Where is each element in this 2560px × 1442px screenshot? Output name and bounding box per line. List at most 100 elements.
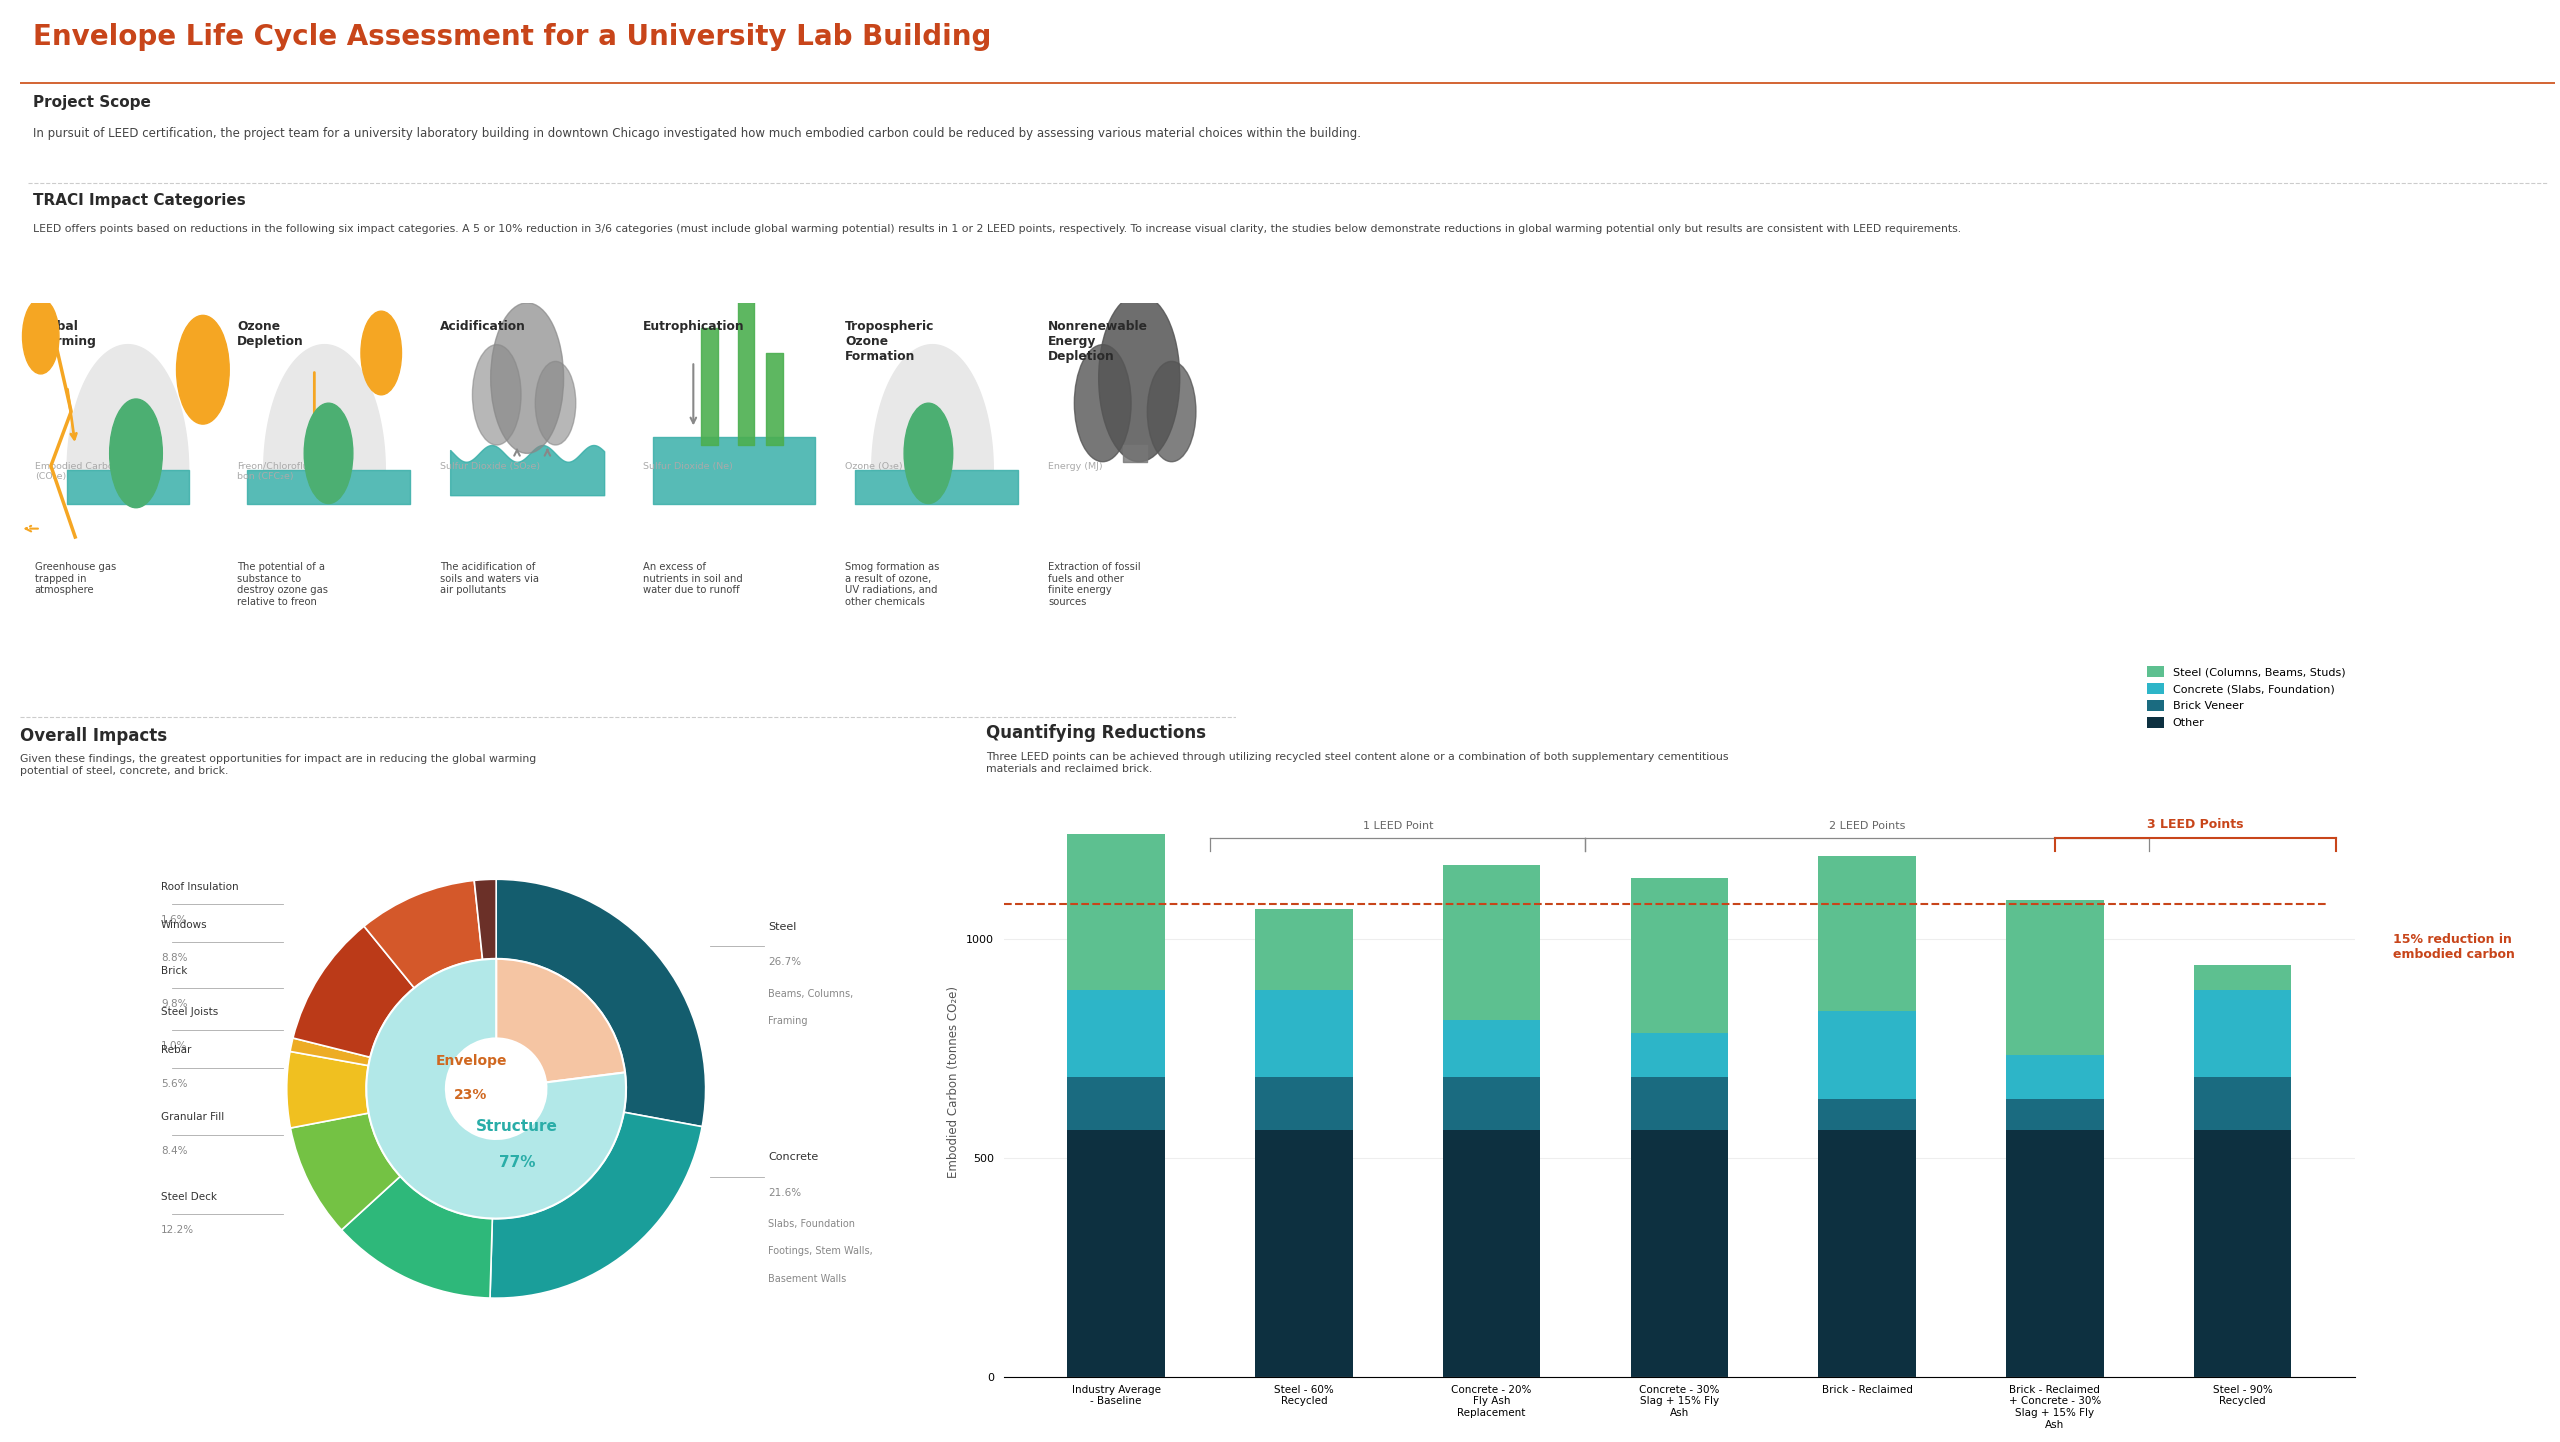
- Polygon shape: [264, 345, 387, 470]
- Text: The potential of a
substance to
destroy ozone gas
relative to freon: The potential of a substance to destroy …: [238, 562, 328, 607]
- Text: Rebar: Rebar: [161, 1045, 192, 1056]
- Text: Extraction of fossil
fuels and other
finite energy
sources: Extraction of fossil fuels and other fin…: [1047, 562, 1142, 607]
- Text: Global
Warming: Global Warming: [36, 320, 97, 348]
- Text: Tropospheric
Ozone
Formation: Tropospheric Ozone Formation: [845, 320, 934, 362]
- Text: Project Scope: Project Scope: [33, 95, 151, 110]
- Circle shape: [1147, 362, 1196, 461]
- Text: Quantifying Reductions: Quantifying Reductions: [986, 724, 1206, 741]
- Y-axis label: Embodied Carbon (tonnes CO₂e): Embodied Carbon (tonnes CO₂e): [947, 985, 960, 1178]
- Bar: [2194, 966, 2291, 989]
- Legend: Steel (Columns, Beams, Studs), Concrete (Slabs, Foundation), Brick Veneer, Other: Steel (Columns, Beams, Studs), Concrete …: [2143, 662, 2350, 733]
- Bar: [2194, 1077, 2291, 1129]
- Bar: [1068, 989, 1165, 1077]
- Text: Steel Joists: Steel Joists: [161, 1008, 218, 1018]
- Text: Sulfur Dioxide (SO₂e): Sulfur Dioxide (SO₂e): [440, 461, 540, 470]
- Text: 1 LEED Point: 1 LEED Point: [1362, 820, 1434, 831]
- Bar: [1444, 1129, 1541, 1377]
- Wedge shape: [289, 1113, 399, 1230]
- Bar: [2007, 900, 2104, 1056]
- Circle shape: [110, 399, 161, 508]
- Text: 15% reduction in
embodied carbon: 15% reduction in embodied carbon: [2394, 933, 2514, 960]
- Bar: [1444, 865, 1541, 1019]
- Bar: [1254, 1077, 1352, 1129]
- Text: Greenhouse gas
trapped in
atmosphere: Greenhouse gas trapped in atmosphere: [36, 562, 115, 596]
- Circle shape: [904, 404, 952, 503]
- Text: 1.0%: 1.0%: [161, 1041, 187, 1051]
- Bar: [1631, 1034, 1728, 1077]
- Text: 9.8%: 9.8%: [161, 999, 187, 1009]
- Bar: [2194, 989, 2291, 1077]
- Text: Overall Impacts: Overall Impacts: [20, 727, 166, 744]
- Polygon shape: [870, 345, 993, 470]
- Circle shape: [177, 316, 230, 424]
- Text: Roof Insulation: Roof Insulation: [161, 883, 238, 891]
- Text: Footings, Stem Walls,: Footings, Stem Walls,: [768, 1246, 873, 1256]
- Text: Envelope Life Cycle Assessment for a University Lab Building: Envelope Life Cycle Assessment for a Uni…: [33, 23, 991, 52]
- Text: 8.4%: 8.4%: [161, 1146, 187, 1155]
- Text: Structure: Structure: [476, 1119, 558, 1133]
- Text: Given these findings, the greatest opportunities for impact are in reducing the : Given these findings, the greatest oppor…: [20, 754, 538, 776]
- Bar: [1818, 1099, 1915, 1129]
- Circle shape: [535, 362, 576, 446]
- Text: 1.6%: 1.6%: [161, 916, 187, 926]
- Bar: [1818, 857, 1915, 1011]
- Bar: [2007, 1056, 2104, 1099]
- Bar: [2194, 1129, 2291, 1377]
- Text: Basement Walls: Basement Walls: [768, 1273, 847, 1283]
- Text: Steel: Steel: [768, 921, 796, 932]
- Wedge shape: [489, 1112, 701, 1298]
- Bar: [1444, 1019, 1541, 1077]
- Wedge shape: [364, 881, 481, 988]
- Text: TRACI Impact Categories: TRACI Impact Categories: [33, 193, 246, 208]
- Text: Concrete: Concrete: [768, 1152, 819, 1162]
- Circle shape: [305, 404, 353, 503]
- Wedge shape: [287, 1051, 369, 1128]
- Text: LEED offers points based on reductions in the following six impact categories. A: LEED offers points based on reductions i…: [33, 225, 1961, 235]
- Text: Eutrophication: Eutrophication: [643, 320, 745, 333]
- Text: Granular Fill: Granular Fill: [161, 1112, 225, 1122]
- Text: 12.2%: 12.2%: [161, 1226, 195, 1236]
- Text: In pursuit of LEED certification, the project team for a university laboratory b: In pursuit of LEED certification, the pr…: [33, 127, 1362, 140]
- Text: Nonrenewable
Energy
Depletion: Nonrenewable Energy Depletion: [1047, 320, 1147, 362]
- Text: Ozone
Depletion: Ozone Depletion: [238, 320, 305, 348]
- Bar: [1254, 1129, 1352, 1377]
- Circle shape: [474, 345, 522, 446]
- Text: Ozone (O₃e): Ozone (O₃e): [845, 461, 904, 470]
- Bar: [1444, 1077, 1541, 1129]
- Circle shape: [1075, 345, 1132, 461]
- Wedge shape: [340, 1177, 492, 1298]
- Text: 77%: 77%: [499, 1155, 535, 1169]
- Text: Smog formation as
a result of ozone,
UV radiations, and
other chemicals: Smog formation as a result of ozone, UV …: [845, 562, 940, 607]
- Bar: [1631, 1129, 1728, 1377]
- Text: 21.6%: 21.6%: [768, 1188, 801, 1198]
- Circle shape: [492, 303, 563, 453]
- Polygon shape: [67, 345, 189, 470]
- Text: Freon/Chlorofluorocar
bon (CFC₂e): Freon/Chlorofluorocar bon (CFC₂e): [238, 461, 340, 482]
- Text: 23%: 23%: [453, 1089, 489, 1102]
- Text: Acidification: Acidification: [440, 320, 525, 333]
- Text: Windows: Windows: [161, 920, 207, 930]
- Bar: [1818, 1011, 1915, 1099]
- Text: The acidification of
soils and waters via
air pollutants: The acidification of soils and waters vi…: [440, 562, 540, 596]
- Text: Envelope: Envelope: [435, 1054, 507, 1069]
- Bar: [1631, 1077, 1728, 1129]
- Bar: [2007, 1129, 2104, 1377]
- Bar: [1818, 1129, 1915, 1377]
- Bar: [1068, 833, 1165, 989]
- Text: 3 LEED Points: 3 LEED Points: [2148, 818, 2245, 831]
- Text: Beams, Columns,: Beams, Columns,: [768, 989, 852, 999]
- Bar: [1254, 989, 1352, 1077]
- Bar: [1068, 1077, 1165, 1129]
- Text: Sulfur Dioxide (Ne): Sulfur Dioxide (Ne): [643, 461, 732, 470]
- Text: Framing: Framing: [768, 1015, 809, 1025]
- Bar: [1631, 878, 1728, 1034]
- Circle shape: [23, 298, 59, 373]
- Text: Steel Deck: Steel Deck: [161, 1193, 218, 1201]
- Text: Three LEED points can be achieved through utilizing recycled steel content alone: Three LEED points can be achieved throug…: [986, 753, 1728, 774]
- Text: 26.7%: 26.7%: [768, 957, 801, 968]
- Wedge shape: [366, 959, 627, 1218]
- Text: An excess of
nutrients in soil and
water due to runoff: An excess of nutrients in soil and water…: [643, 562, 742, 596]
- Wedge shape: [292, 926, 415, 1057]
- Wedge shape: [289, 1038, 371, 1066]
- Wedge shape: [497, 959, 625, 1083]
